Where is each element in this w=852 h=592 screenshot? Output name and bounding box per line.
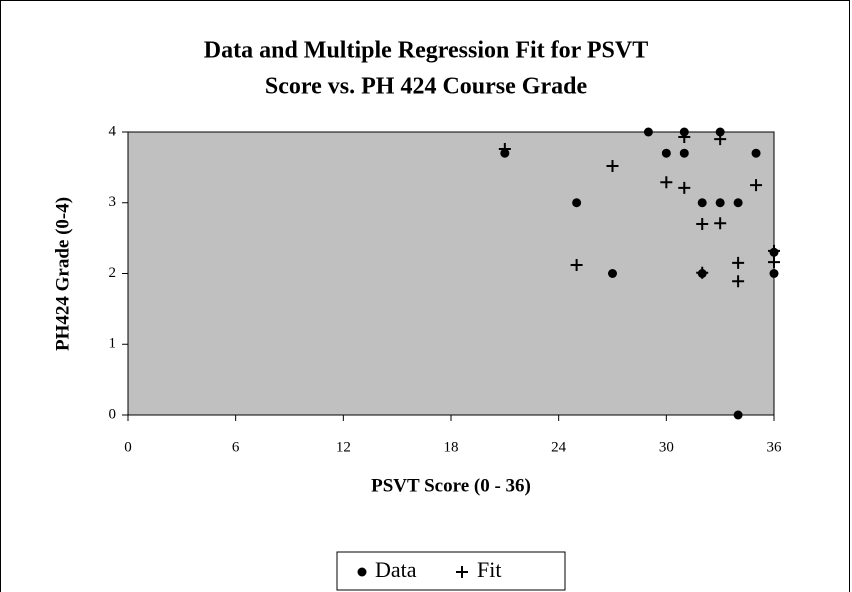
- x-tick-label: 24: [551, 439, 567, 455]
- plus-marker: [732, 256, 745, 269]
- dot-marker: [357, 567, 367, 577]
- y-tick-label: 0: [109, 406, 117, 422]
- plus-marker: [456, 566, 468, 578]
- x-tick-label: 18: [444, 439, 459, 455]
- dot-marker: [715, 198, 725, 208]
- dot-marker: [679, 148, 689, 158]
- dot-marker: [769, 269, 779, 278]
- plus-marker: [750, 179, 763, 192]
- y-axis-title: PH424 Grade (0-4): [52, 197, 73, 351]
- x-tick-label: 12: [336, 439, 351, 455]
- dot-marker: [751, 148, 761, 158]
- x-tick-label: 0: [124, 439, 132, 455]
- chart-title: Data and Multiple Regression Fit for PSV…: [204, 38, 648, 64]
- plus-marker: [768, 244, 780, 257]
- y-tick-label: 3: [109, 194, 117, 210]
- plot-area: [127, 131, 775, 416]
- legend-box: [336, 551, 566, 591]
- y-tick-label: 1: [109, 336, 117, 352]
- plus-marker: [732, 275, 745, 288]
- plus-marker: [696, 266, 709, 279]
- dot-marker: [608, 269, 617, 278]
- dot-marker: [733, 410, 743, 420]
- legend-label: Data: [375, 557, 417, 582]
- dot-marker: [572, 198, 582, 208]
- dot-marker: [733, 198, 743, 208]
- x-axis-title: PSVT Score (0 - 36): [371, 475, 531, 496]
- plus-marker: [714, 217, 727, 230]
- plus-marker: [678, 130, 691, 143]
- plus-marker: [696, 217, 709, 230]
- plus-marker: [768, 256, 780, 269]
- plus-marker: [660, 176, 673, 189]
- dot-marker: [715, 127, 725, 137]
- chart-title: Score vs. PH 424 Course Grade: [265, 74, 588, 100]
- dot-marker: [697, 198, 707, 208]
- legend-label: Fit: [477, 557, 501, 582]
- legend: Data Fit: [336, 551, 566, 591]
- y-tick-label: 4: [109, 123, 117, 139]
- plus-marker: [606, 159, 619, 172]
- x-tick-label: 36: [767, 439, 783, 455]
- plus-marker: [714, 133, 727, 146]
- dot-marker: [661, 148, 671, 158]
- dot-marker: [643, 127, 653, 137]
- plus-marker: [678, 181, 691, 194]
- plus-marker: [498, 142, 511, 155]
- plus-marker: [570, 259, 583, 272]
- y-tick-label: 2: [109, 265, 117, 281]
- x-tick-label: 30: [659, 439, 674, 455]
- x-tick-label: 6: [232, 439, 240, 455]
